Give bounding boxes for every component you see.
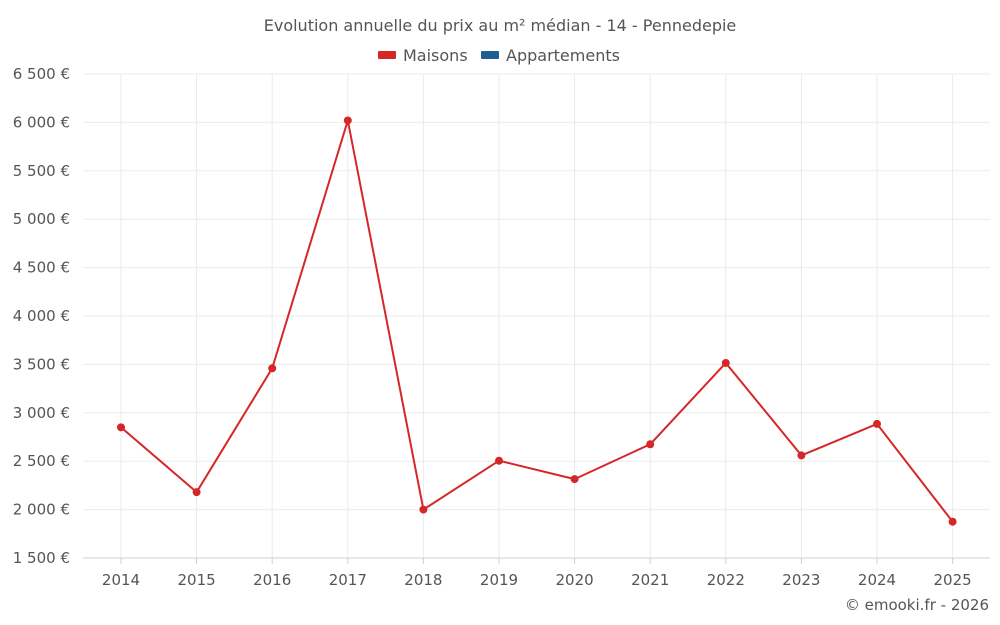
x-tick-label: 2019 (480, 571, 518, 589)
legend-swatch-appartements (481, 51, 499, 59)
series-layer (117, 116, 957, 526)
y-tick-label: 2 000 € (13, 501, 70, 519)
legend-item-appartements[interactable]: Appartements (481, 46, 620, 65)
chart-title: Evolution annuelle du prix au m² médian … (264, 16, 737, 35)
x-tick-label: 2015 (178, 571, 216, 589)
x-tick-label: 2021 (631, 571, 669, 589)
y-tick-label: 5 000 € (13, 210, 70, 228)
x-tick-label: 2020 (556, 571, 594, 589)
y-axis-tick-labels: 1 500 € 2 000 € 2 500 € 3 000 € 3 500 € 4 000… (13, 65, 70, 567)
x-tick-label: 2024 (858, 571, 896, 589)
data-point[interactable] (797, 451, 806, 460)
x-tick-label: 2017 (329, 571, 367, 589)
legend-label-maisons: Maisons (403, 46, 468, 65)
series-line-maisons (120, 119, 954, 523)
x-axis-tick-labels: 2014 2015 2016 2017 2018 2019 2020 2021 2022 2023… (102, 571, 972, 589)
legend-swatch-maisons (378, 51, 396, 59)
data-point[interactable] (268, 364, 277, 373)
data-point[interactable] (948, 517, 957, 526)
legend-label-appartements: Appartements (506, 46, 620, 65)
data-point[interactable] (873, 419, 881, 428)
y-tick-label: 1 500 € (13, 549, 70, 567)
x-tick-label: 2014 (102, 571, 140, 589)
data-point[interactable] (419, 505, 428, 514)
data-point[interactable] (192, 488, 201, 497)
x-tick-label: 2025 (934, 571, 972, 589)
y-tick-label: 2 500 € (13, 452, 70, 470)
legend: Maisons Appartements (378, 46, 620, 65)
data-point[interactable] (570, 475, 579, 484)
y-tick-label: 3 000 € (13, 404, 70, 422)
x-tick-label: 2018 (404, 571, 442, 589)
data-point[interactable] (495, 456, 503, 465)
grid-lines (83, 73, 990, 558)
data-point[interactable] (343, 116, 352, 125)
data-point[interactable] (117, 423, 125, 432)
x-tick-label: 2016 (253, 571, 291, 589)
axes (83, 557, 990, 564)
y-tick-label: 6 500 € (13, 65, 70, 83)
credit-text: © emooki.fr - 2026 (845, 596, 989, 614)
y-tick-label: 4 500 € (13, 259, 70, 277)
y-tick-label: 5 500 € (13, 162, 70, 180)
x-tick-label: 2023 (782, 571, 820, 589)
data-point[interactable] (721, 358, 730, 367)
data-point[interactable] (646, 440, 655, 449)
y-tick-label: 3 500 € (13, 355, 70, 373)
y-tick-label: 6 000 € (13, 113, 70, 131)
y-tick-label: 4 000 € (13, 307, 70, 325)
x-tick-label: 2022 (707, 571, 745, 589)
legend-item-maisons[interactable]: Maisons (378, 46, 468, 65)
